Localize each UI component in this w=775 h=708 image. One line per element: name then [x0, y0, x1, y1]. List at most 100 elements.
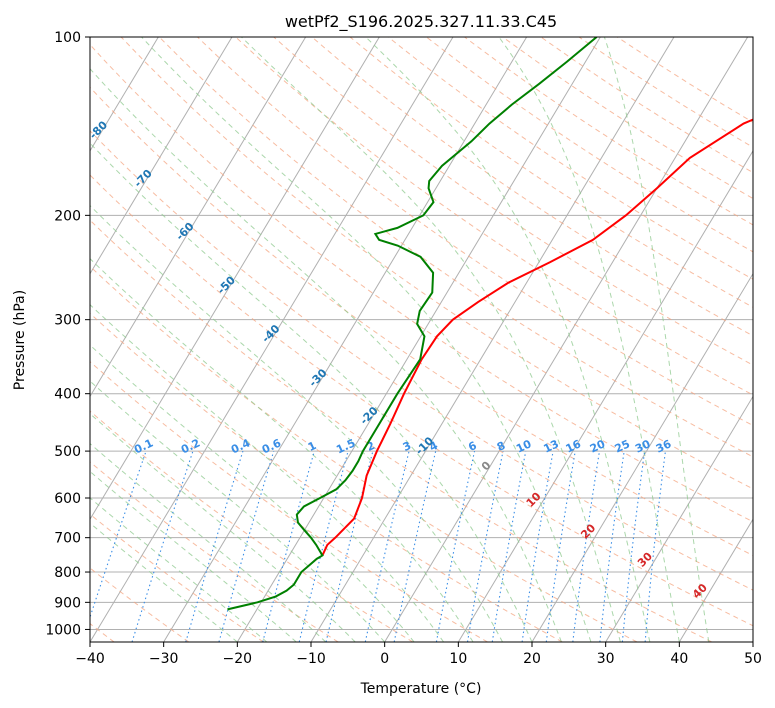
isotherm-label: -60: [173, 220, 196, 243]
isotherm-label: -70: [132, 167, 155, 190]
isotherm-line: [90, 37, 380, 521]
dry-adiabat-line: [90, 174, 753, 627]
moist-adiabat-line: [90, 380, 386, 642]
isobar-grid: [90, 37, 753, 630]
line-labels: 0.1 0.2 0.4 0.6 1 1.5 2 3 4 6 8 10 13 16 20 25 30 36-100-…: [42, 70, 710, 601]
isotherm-label: -20: [358, 404, 381, 427]
isotherm-line: [531, 272, 753, 642]
dry-adiabat-line: [197, 37, 753, 427]
isotherm-line: [678, 518, 753, 642]
dry-adiabat-line: [158, 37, 753, 458]
dry-adiabat-line: [235, 37, 753, 396]
dry-adiabat-line: [426, 37, 753, 253]
y-tick-label: 1000: [45, 622, 81, 638]
dry-adiabat-label: 40: [690, 581, 710, 601]
x-tick-label: −10: [296, 651, 326, 667]
moist-adiabat-line: [241, 37, 621, 642]
x-tick-label: 50: [744, 651, 762, 667]
plot-area: 0.1 0.2 0.4 0.6 1 1.5 2 3 4 6 8 10 13 16 20 25 30 36-100-…: [0, 37, 753, 642]
isotherm-label: -30: [306, 366, 329, 389]
chart-title: wetPf2_S196.2025.327.11.33.C45: [285, 12, 557, 32]
mixing-ratio-label: 0.6: [260, 436, 283, 456]
moist-adiabat-line: [90, 413, 356, 642]
mixing-ratio-line: [298, 450, 349, 642]
isotherm-line: [236, 37, 601, 642]
isotherm-line: [163, 37, 528, 642]
moist-adiabat-line: [141, 37, 592, 642]
dry-adiabats: [90, 37, 753, 642]
x-tick-label: 20: [523, 651, 541, 667]
y-tick-label: 600: [54, 491, 81, 507]
y-tick-label: 400: [54, 387, 81, 403]
isotherm-line: [457, 149, 753, 642]
mixing-ratio-label: 3: [401, 439, 413, 454]
y-axis-label: Pressure (hPa): [12, 290, 28, 390]
isotherm-label: -90: [42, 70, 65, 93]
mixing-ratio-label: 1: [306, 439, 318, 454]
moist-adiabat-line: [90, 497, 268, 642]
dry-adiabat-line: [349, 37, 753, 308]
mixing-ratio-label: 6: [466, 439, 479, 454]
mixing-ratio-line: [644, 451, 666, 642]
y-tick-label: 900: [54, 595, 81, 611]
y-tick-label: 800: [54, 565, 81, 581]
x-tick-label: 0: [380, 651, 389, 667]
y-tick-label: 100: [54, 30, 81, 46]
mixing-ratio-label: 36: [654, 437, 674, 455]
dry-adiabat-line: [90, 360, 488, 642]
moist-adiabat-line: [90, 258, 474, 642]
y-tick-label: 300: [54, 313, 81, 329]
mixing-ratio-line: [131, 450, 194, 642]
isotherm-grid: [0, 37, 753, 642]
dry-adiabat-line: [387, 37, 753, 280]
mixing-ratio-line: [262, 450, 315, 642]
dry-adiabat-label: 20: [578, 521, 598, 541]
x-tick-label: −40: [75, 651, 105, 667]
isotherm-line: [90, 37, 307, 398]
dry-adiabat-line: [540, 37, 753, 174]
moist-adiabat-line: [90, 442, 327, 642]
dry-adiabat-line: [90, 43, 753, 523]
mixing-ratio-line: [572, 451, 601, 642]
mixing-ratio-line: [435, 450, 476, 642]
moist-adiabat-line: [90, 470, 297, 642]
moist-adiabat-line: [90, 304, 445, 642]
profiles: [227, 37, 753, 611]
x-tick-label: −30: [149, 651, 179, 667]
isotherm-line: [0, 37, 11, 642]
mixing-ratio-label: 1.5: [334, 436, 357, 456]
x-tick-label: 30: [597, 651, 615, 667]
moist-adiabat-line: [365, 37, 651, 642]
y-tick-label: 700: [54, 531, 81, 547]
dry-adiabat-label: 10: [524, 490, 544, 510]
moist-adiabat-line: [90, 204, 503, 642]
x-axis: −40 −30 −20 −10 0 10 20 30 40 50: [75, 642, 762, 667]
isotherm-label: -50: [215, 273, 238, 296]
mixing-ratio-label: 0.2: [179, 436, 202, 456]
mixing-ratio-label: 10: [514, 437, 534, 455]
mixing-ratio-lines: [90, 450, 666, 642]
moist-adiabat-line: [498, 37, 680, 642]
dry-adiabat-line: [90, 513, 264, 642]
moist-adiabat-line: [90, 68, 562, 642]
x-tick-label: −20: [223, 651, 253, 667]
y-tick-label: 200: [54, 208, 81, 224]
mixing-ratio-line: [521, 451, 554, 642]
mixing-ratio-label: 16: [564, 437, 584, 455]
dry-adiabat-line: [616, 37, 753, 123]
mixing-ratio-line: [621, 451, 646, 642]
dry-adiabat-line: [120, 37, 753, 490]
x-tick-label: 10: [449, 651, 467, 667]
dry-adiabat-line: [90, 312, 563, 642]
moist-adiabat-line: [90, 344, 415, 642]
isotherm-line: [90, 37, 233, 275]
x-tick-label: 40: [670, 651, 688, 667]
mixing-ratio-line: [364, 450, 410, 642]
dry-adiabat-line: [90, 219, 712, 642]
isotherm-label: -10: [413, 434, 436, 457]
plot-frame: [89, 36, 754, 643]
dry-adiabat-line: [90, 130, 753, 591]
mixing-ratio-line: [466, 450, 504, 642]
dry-adiabat-line: [90, 265, 638, 642]
